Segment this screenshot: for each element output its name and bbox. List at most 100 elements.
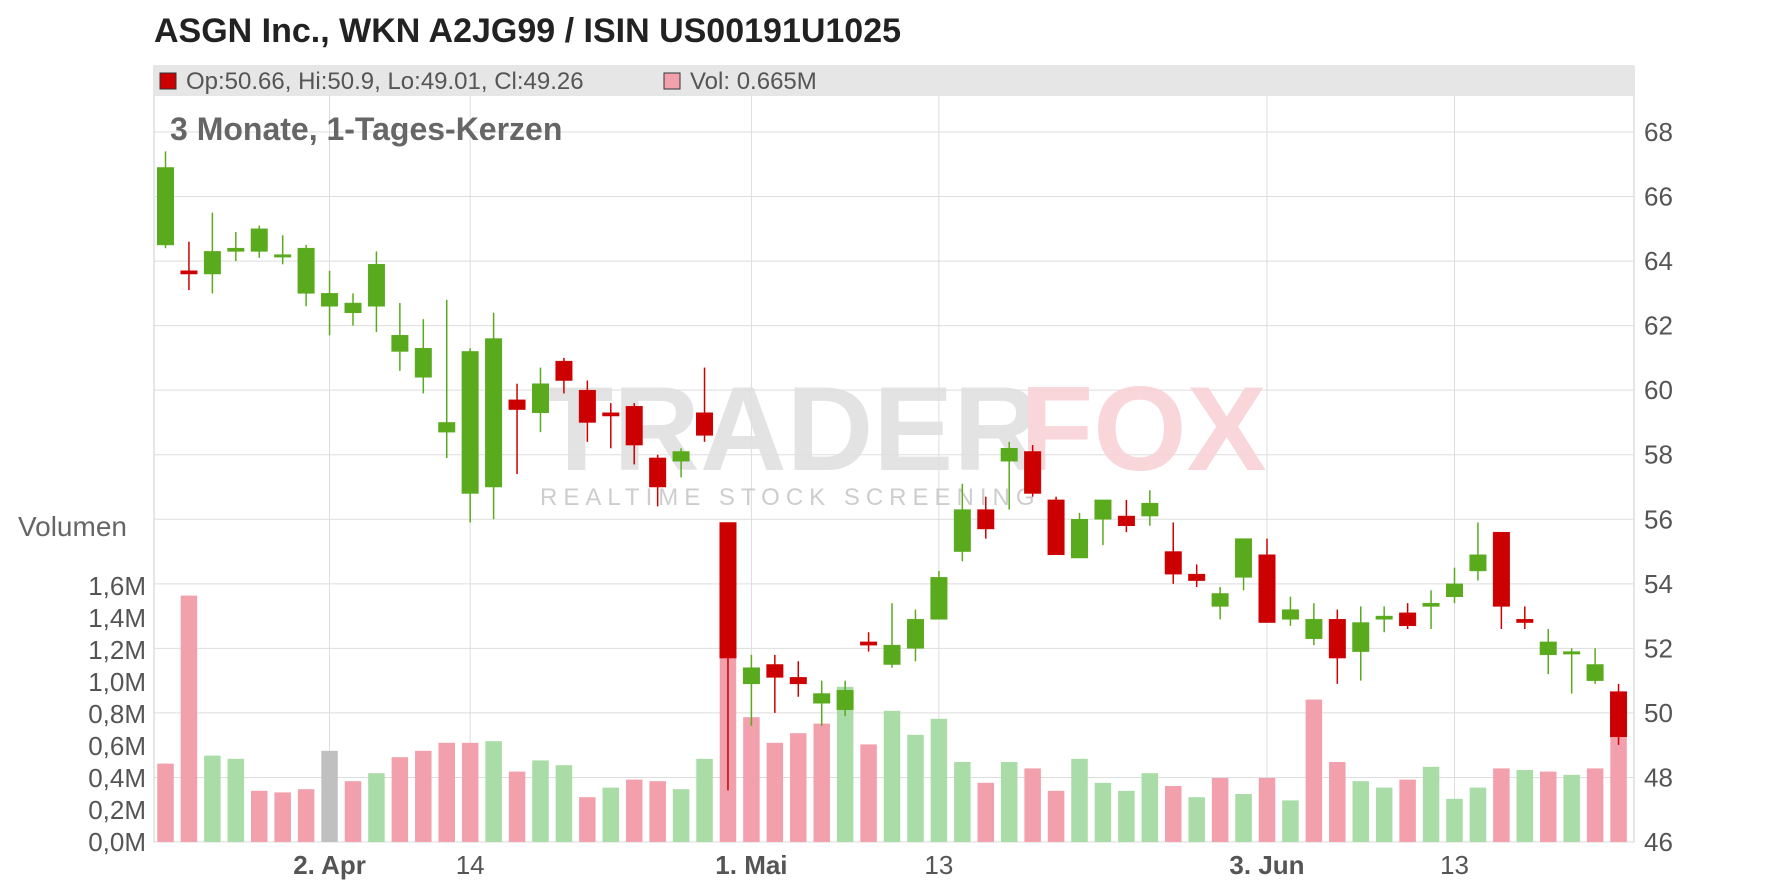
- candle-body: [1141, 502, 1159, 517]
- time-tick-label: 13: [924, 850, 953, 880]
- volume-bar: [485, 741, 502, 842]
- volume-bar: [1516, 770, 1534, 842]
- volume-bar: [1118, 790, 1135, 842]
- candle-body: [906, 619, 924, 649]
- candle-body: [625, 406, 643, 446]
- volume-bar: [1539, 771, 1557, 842]
- volume-bar: [930, 718, 948, 842]
- volume-bar: [977, 782, 995, 842]
- volume-bar: [1094, 782, 1112, 842]
- volume-bar: [297, 789, 315, 842]
- volume-bar: [180, 595, 198, 842]
- watermark-sub: REALTIME STOCK SCREENING: [540, 484, 1041, 511]
- candle-body: [1539, 641, 1557, 656]
- volume-bars: [157, 595, 1627, 842]
- candle-body: [485, 338, 503, 488]
- candle-body: [649, 457, 667, 488]
- candle-body: [1492, 531, 1510, 607]
- candle-body: [813, 693, 831, 704]
- candle-body: [672, 451, 690, 462]
- info-bar: [154, 66, 1634, 96]
- candle-body: [1328, 619, 1346, 659]
- volume-bar: [391, 757, 409, 842]
- volume-bar: [672, 789, 690, 842]
- volume-bar: [250, 790, 268, 842]
- volume-bar: [1282, 800, 1299, 842]
- watermark: TRADER FOX REALTIME STOCK SCREENING: [540, 362, 1267, 511]
- volume-bar: [274, 792, 291, 842]
- volume-bar: [438, 742, 455, 842]
- time-tick-label: 1. Mai: [715, 850, 787, 880]
- volume-bar: [954, 762, 971, 842]
- candle-body: [297, 247, 315, 294]
- volume-bar: [1047, 790, 1065, 842]
- volume-bar: [813, 723, 830, 842]
- time-axis: 2. Apr 14 1. Mai 13 3. Jun 13: [293, 850, 1469, 880]
- candles: [157, 151, 1628, 791]
- volume-legend-text: Vol: 0.665M: [690, 68, 817, 95]
- volume-tick-label: 0,0M: [88, 827, 146, 857]
- candle-body: [1281, 609, 1299, 620]
- candle-body: [250, 228, 268, 252]
- volume-tick-label: 1,2M: [88, 635, 146, 665]
- time-tick-label: 13: [1440, 850, 1469, 880]
- candle-body: [953, 509, 971, 552]
- volume-bar: [1610, 735, 1627, 842]
- volume-bar: [766, 742, 784, 842]
- chart-title: ASGN Inc., WKN A2JG99 / ISIN US00191U102…: [154, 12, 902, 50]
- volume-bar: [368, 773, 385, 842]
- volume-bar: [790, 733, 807, 842]
- candle-body: [719, 522, 737, 659]
- volume-bar: [1399, 779, 1416, 842]
- candle-body: [766, 664, 784, 678]
- watermark-main-left: TRADER: [540, 362, 1040, 496]
- candle-body: [860, 641, 878, 646]
- volume-bar: [743, 717, 760, 842]
- volume-bar: [344, 781, 362, 842]
- volume-bar: [1235, 794, 1252, 842]
- volume-bar: [1071, 758, 1088, 842]
- candle-body: [836, 690, 854, 710]
- candle-body: [1047, 499, 1065, 556]
- candle-body: [461, 351, 479, 494]
- candle-body: [789, 677, 807, 685]
- volume-bar: [321, 750, 338, 842]
- candle-body: [1422, 602, 1440, 607]
- candle-body: [180, 270, 198, 275]
- volume-bar: [1258, 778, 1276, 842]
- candle-body: [1445, 583, 1463, 597]
- volume-bar: [1024, 768, 1041, 842]
- volume-bar: [508, 771, 526, 842]
- candle-body: [321, 293, 339, 307]
- volume-bar: [461, 742, 479, 842]
- volume-tick-label: 1,4M: [88, 603, 146, 633]
- candle-body: [1469, 554, 1487, 572]
- volume-bar: [1375, 787, 1393, 842]
- volume-tick-label: 0,2M: [88, 795, 146, 825]
- candle-body: [1024, 451, 1042, 494]
- time-tick-label: 2. Apr: [293, 850, 366, 880]
- volume-axis: 0,0M0,2M0,4M0,6M0,8M1,0M1,2M1,4M1,6M: [88, 571, 146, 857]
- candle-body: [1586, 664, 1604, 681]
- volume-bar: [157, 763, 174, 842]
- volume-bar: [1000, 762, 1018, 842]
- volume-bar: [1329, 762, 1346, 842]
- price-axis: 46 48 50 52 54 56 58 60 62 64 66 68: [1644, 117, 1673, 857]
- volume-bar: [1446, 798, 1463, 842]
- volume-bar: [625, 779, 643, 842]
- chart-subtitle: 3 Monate, 1-Tages-Kerzen: [170, 111, 562, 147]
- volume-bar: [555, 765, 573, 842]
- candle-body: [1610, 691, 1628, 738]
- volume-bar: [860, 744, 877, 842]
- price-tick-label: 68: [1644, 117, 1673, 147]
- candle-body: [1164, 551, 1182, 575]
- price-tick-label: 54: [1644, 569, 1673, 599]
- volume-bar: [1352, 781, 1369, 842]
- volume-bar: [602, 787, 620, 842]
- candle-body: [1071, 519, 1089, 559]
- time-tick-label: 14: [456, 850, 485, 880]
- candle-body: [602, 412, 620, 417]
- candle-body: [1117, 515, 1135, 526]
- volume-tick-label: 0,8M: [88, 699, 146, 729]
- volume-tick-label: 1,0M: [88, 667, 146, 697]
